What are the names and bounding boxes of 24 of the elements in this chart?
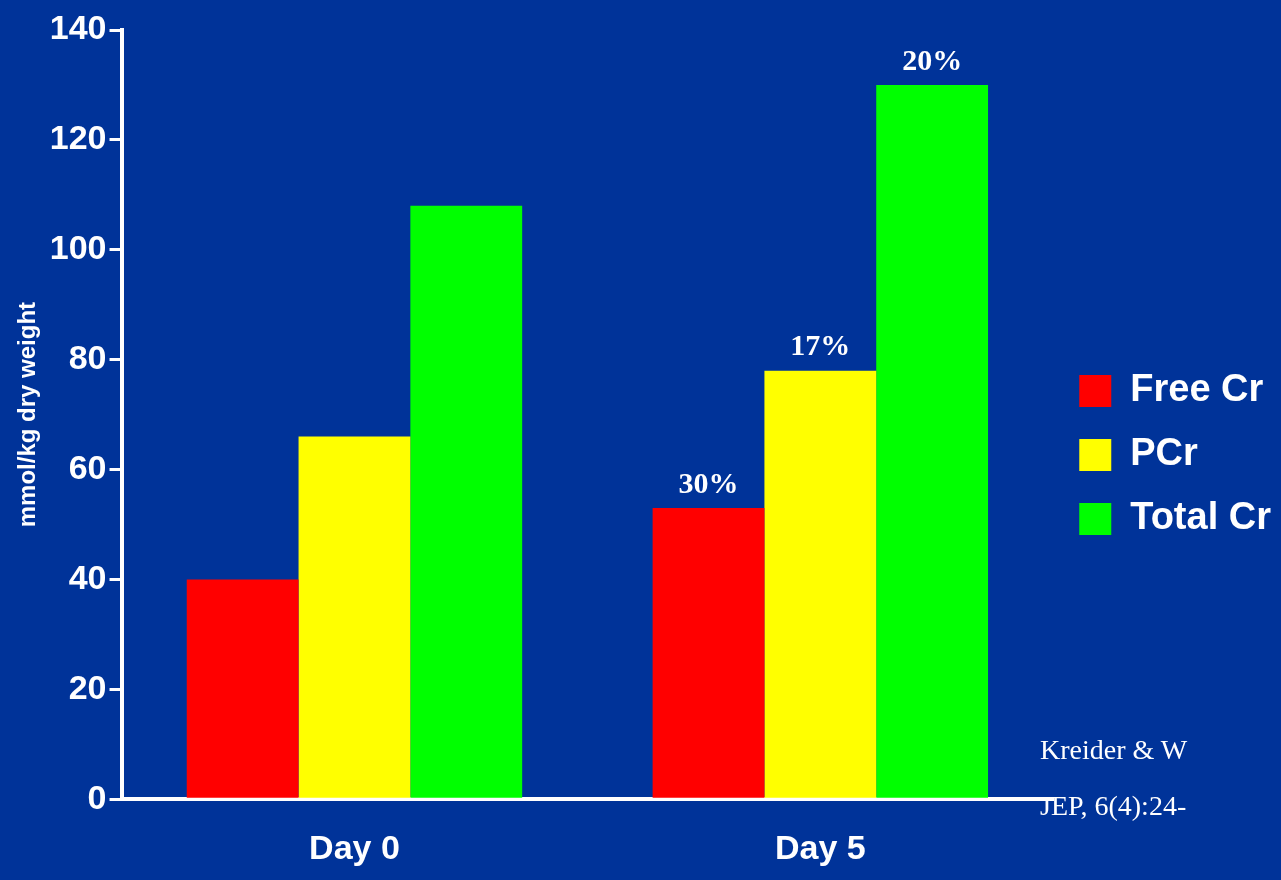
bar xyxy=(298,436,411,798)
bar xyxy=(186,579,299,798)
bar xyxy=(876,84,989,798)
legend-label: Total Cr xyxy=(1130,495,1272,538)
annotation: 17% xyxy=(790,328,851,362)
x-tick-label: Day 0 xyxy=(309,827,400,866)
bar xyxy=(410,205,523,798)
y-tick-label: 40 xyxy=(68,557,107,596)
bar xyxy=(764,370,877,798)
y-tick-label: 80 xyxy=(68,338,107,377)
y-tick-label: 0 xyxy=(87,777,107,816)
x-tick-label: Day 5 xyxy=(774,827,866,866)
annotation: 30% xyxy=(678,465,739,499)
y-tick-label: 60 xyxy=(68,447,107,486)
y-tick-label: 140 xyxy=(49,8,107,47)
y-tick-label: 120 xyxy=(49,118,107,157)
bar xyxy=(652,508,765,798)
annotation: 20% xyxy=(902,42,963,76)
y-axis-title: mmol/kg dry weight xyxy=(13,301,41,528)
y-tick-label: 20 xyxy=(68,667,107,706)
y-tick-label: 100 xyxy=(49,228,107,267)
legend-label: PCr xyxy=(1130,431,1199,474)
annotation: Kreider & W xyxy=(1040,733,1188,767)
legend-label: Free Cr xyxy=(1130,367,1264,410)
